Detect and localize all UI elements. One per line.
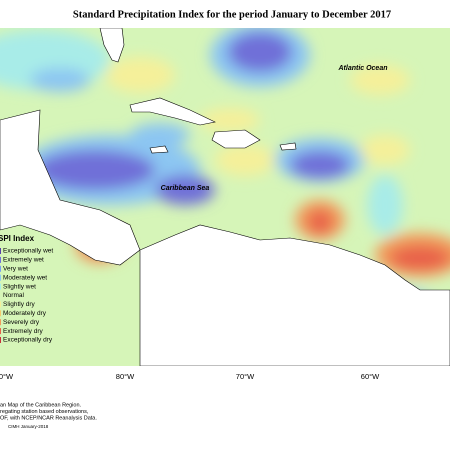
legend-title: SPI Index [0, 234, 35, 243]
legend-label: Slightly dry [3, 301, 36, 308]
longitude-label: 60°W [361, 372, 380, 381]
footer-line: OF, with NCEP/NCAR Reanalysis Data. [0, 415, 97, 421]
legend-label: Normal [3, 292, 25, 299]
legend-swatch [0, 319, 1, 326]
legend-swatch [0, 301, 1, 308]
longitude-label: 0°W [0, 372, 14, 381]
legend-label: Severely dry [3, 319, 40, 326]
legend-swatch [0, 274, 1, 281]
legend-swatch [0, 256, 1, 263]
legend: SPI Index Exceptionally wet Extremely wet… [0, 234, 53, 344]
hispaniola [211, 129, 261, 149]
cuba [129, 97, 216, 126]
longitude-label: 80°W [116, 372, 135, 381]
footer-line: regating station based observations, [0, 409, 89, 415]
legend-swatch [0, 310, 1, 317]
legend-swatch [0, 283, 1, 290]
legend-label: Very wet [3, 266, 28, 273]
legend-swatch [0, 248, 1, 254]
longitude-label: 70°W [236, 372, 255, 381]
legend-label: Moderately wet [3, 274, 47, 281]
footer-line: CIMH January-2018 [8, 424, 49, 429]
jamaica [149, 145, 169, 154]
legend-swatch [0, 337, 1, 343]
central-america [0, 109, 141, 266]
place-label: Atlantic Ocean [337, 65, 387, 72]
puerto-rico [279, 142, 297, 151]
legend-label: Extremely dry [3, 328, 43, 335]
legend-label: Slightly wet [3, 283, 36, 290]
footer-line: an Map of the Caribbean Region. [0, 402, 81, 408]
spi-field [0, 28, 450, 366]
place-label: Caribbean Sea [161, 185, 210, 192]
legend-label: Exceptionally wet [3, 248, 53, 255]
legend-swatch [0, 265, 1, 272]
florida [99, 28, 125, 63]
south-america [139, 224, 450, 366]
footer: an Map of the Caribbean Region.regating … [0, 402, 97, 429]
map-title: Standard Precipitation Index for the per… [73, 9, 391, 20]
longitude-labels: 0°W 80°W 70°W 60°W [0, 372, 380, 381]
legend-label: Extremely wet [3, 257, 44, 264]
legend-swatch [0, 292, 1, 299]
legend-swatch [0, 328, 1, 335]
legend-label: Moderately dry [3, 310, 47, 317]
legend-label: Exceptionally dry [3, 337, 53, 344]
